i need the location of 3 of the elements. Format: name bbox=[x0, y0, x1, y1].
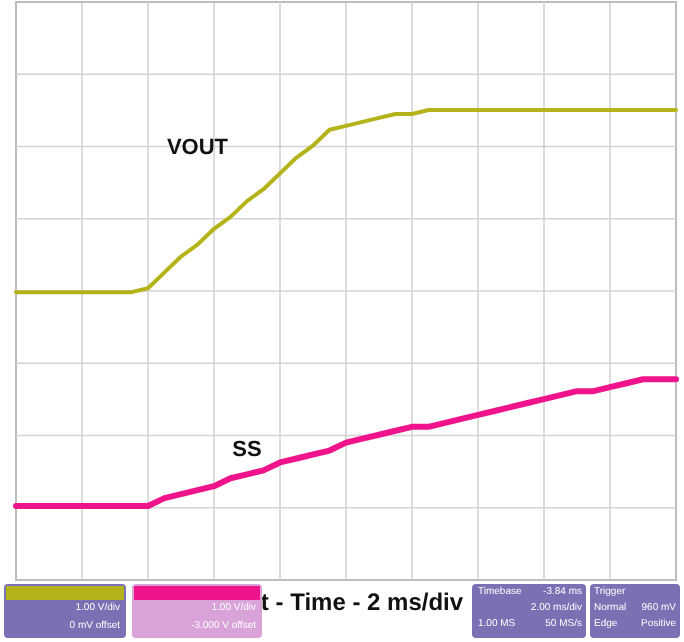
text: VOUT bbox=[166, 136, 229, 160]
series-label: SS bbox=[232, 438, 262, 463]
x-axis-title: t - Time - 2 ms/div bbox=[260, 588, 464, 616]
